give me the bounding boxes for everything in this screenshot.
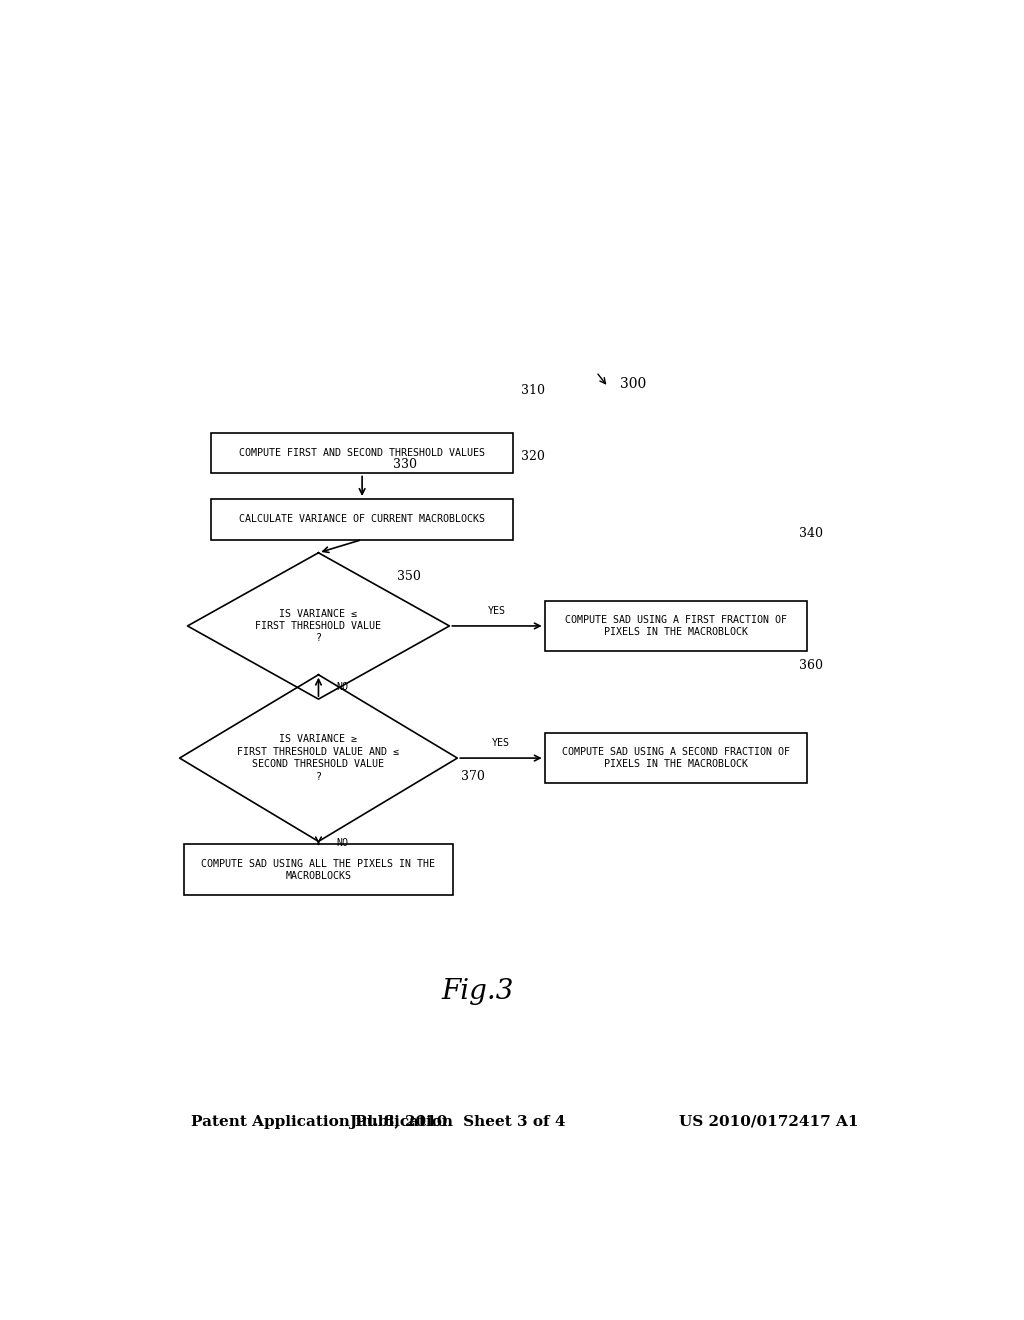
- Text: NO: NO: [336, 682, 348, 692]
- Text: 310: 310: [521, 384, 545, 397]
- Text: Fig.3: Fig.3: [441, 978, 513, 1006]
- Bar: [183, 845, 454, 895]
- Text: 330: 330: [393, 458, 417, 471]
- Bar: [545, 601, 807, 651]
- Text: 370: 370: [462, 771, 485, 784]
- Text: 300: 300: [620, 378, 646, 391]
- Text: COMPUTE FIRST AND SECOND THRESHOLD VALUES: COMPUTE FIRST AND SECOND THRESHOLD VALUE…: [240, 449, 485, 458]
- Text: IS VARIANCE ≤
FIRST THRESHOLD VALUE
?: IS VARIANCE ≤ FIRST THRESHOLD VALUE ?: [255, 609, 382, 643]
- Text: Patent Application Publication: Patent Application Publication: [191, 1115, 454, 1129]
- Text: 340: 340: [799, 527, 822, 540]
- Text: NO: NO: [336, 838, 348, 847]
- Text: YES: YES: [492, 738, 510, 748]
- Text: IS VARIANCE ≥
FIRST THRESHOLD VALUE AND ≤
SECOND THRESHOLD VALUE
?: IS VARIANCE ≥ FIRST THRESHOLD VALUE AND …: [238, 734, 399, 781]
- Text: CALCULATE VARIANCE OF CURRENT MACROBLOCKS: CALCULATE VARIANCE OF CURRENT MACROBLOCK…: [240, 515, 485, 524]
- Bar: [545, 733, 807, 784]
- Text: COMPUTE SAD USING ALL THE PIXELS IN THE
MACROBLOCKS: COMPUTE SAD USING ALL THE PIXELS IN THE …: [202, 859, 435, 880]
- Text: 350: 350: [397, 570, 421, 583]
- Text: Jul. 8, 2010   Sheet 3 of 4: Jul. 8, 2010 Sheet 3 of 4: [349, 1115, 565, 1129]
- Text: 360: 360: [799, 659, 822, 672]
- Text: COMPUTE SAD USING A FIRST FRACTION OF
PIXELS IN THE MACROBLOCK: COMPUTE SAD USING A FIRST FRACTION OF PI…: [564, 615, 786, 638]
- Text: COMPUTE SAD USING A SECOND FRACTION OF
PIXELS IN THE MACROBLOCK: COMPUTE SAD USING A SECOND FRACTION OF P…: [561, 747, 790, 770]
- Text: US 2010/0172417 A1: US 2010/0172417 A1: [679, 1115, 858, 1129]
- Bar: [211, 433, 513, 474]
- Bar: [211, 499, 513, 540]
- Text: YES: YES: [488, 606, 506, 615]
- Text: 320: 320: [521, 450, 545, 463]
